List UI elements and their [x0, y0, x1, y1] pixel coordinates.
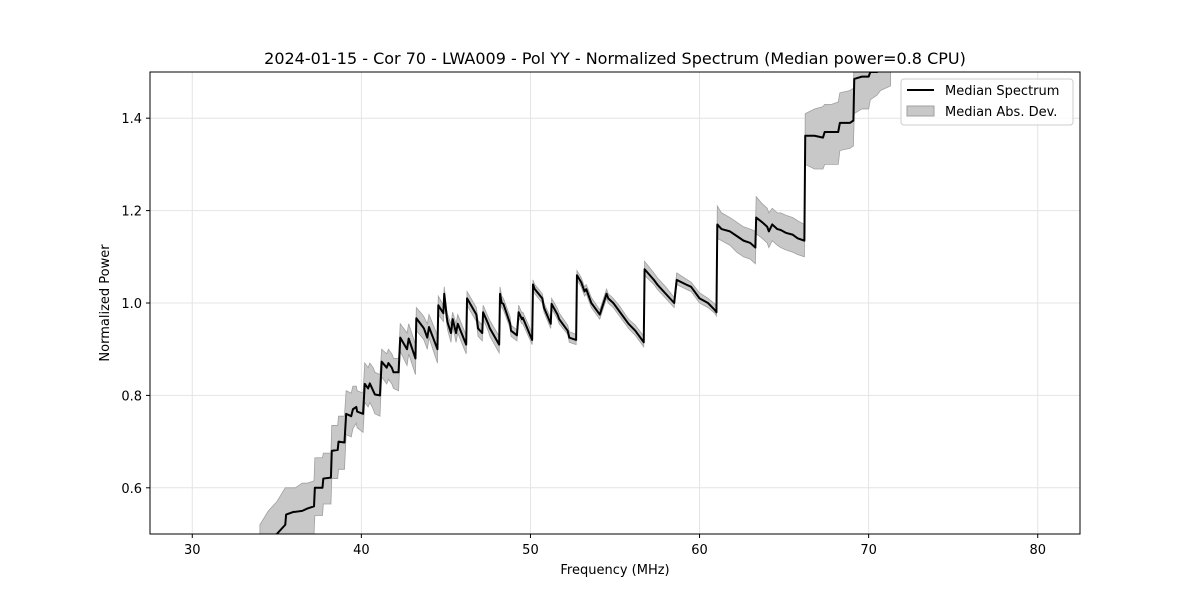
x-tick-label: 50 [522, 543, 539, 558]
y-axis-label: Normalized Power [98, 244, 113, 362]
y-tick-label: 0.6 [121, 482, 142, 497]
legend-box [900, 78, 1074, 126]
x-tick-label: 60 [691, 543, 708, 558]
y-tick-label: 1.4 [121, 112, 142, 127]
x-tick-label: 80 [1029, 543, 1046, 558]
legend-band-swatch [906, 105, 935, 117]
series-layer [259, 72, 892, 534]
y-tick-label: 0.8 [121, 389, 142, 404]
x-axis: 30 40 50 60 70 80 [184, 534, 1046, 558]
x-tick-label: 30 [184, 543, 201, 558]
legend-label-median-spectrum: Median Spectrum [945, 84, 1059, 99]
y-tick-label: 1.2 [121, 205, 142, 220]
chart-title: 2024-01-15 - Cor 70 - LWA009 - Pol YY - … [264, 49, 966, 68]
x-axis-label: Frequency (MHz) [560, 563, 669, 578]
grid [150, 72, 1080, 534]
x-tick-label: 40 [353, 543, 370, 558]
y-axis: 0.6 0.8 1.0 1.2 1.4 [121, 112, 150, 497]
median-spectrum-line [274, 72, 879, 534]
legend: Median Spectrum Median Abs. Dev. [900, 78, 1074, 126]
y-tick-label: 1.0 [121, 297, 142, 312]
legend-label-median-abs-dev: Median Abs. Dev. [945, 105, 1057, 120]
x-tick-label: 70 [860, 543, 877, 558]
